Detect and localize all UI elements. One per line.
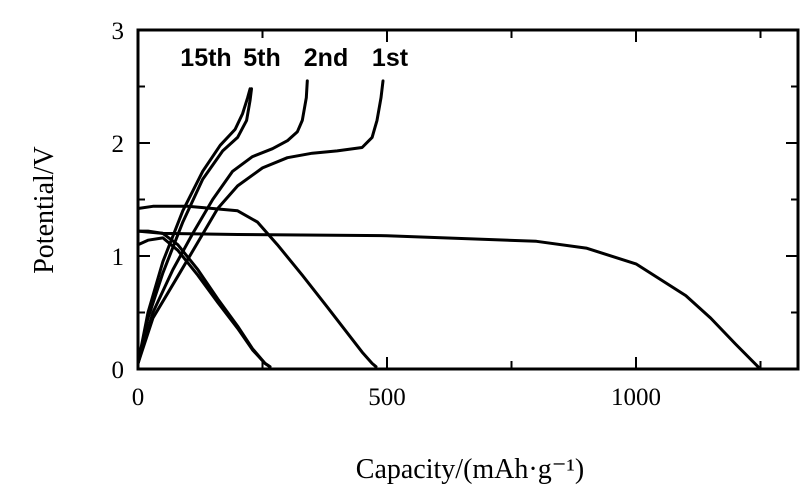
legend-label-1st: 1st [372, 44, 409, 72]
x-axis-title: Capacity/(mAh·g⁻¹) [356, 454, 584, 485]
discharge-curve-15th [136, 236, 272, 369]
x-tick-label: 500 [368, 384, 406, 411]
curves [136, 79, 760, 369]
charge-curve-2nd [136, 79, 309, 365]
y-tick-label: 2 [112, 131, 125, 158]
y-axis-ticks: 0 1 2 3 [112, 18, 798, 384]
legend: 1st 2nd 5th 15th [180, 44, 408, 72]
plot-frame [136, 28, 800, 371]
legend-label-5th: 5th [243, 44, 281, 72]
y-tick-label: 3 [112, 18, 125, 45]
charge-curve-5th [136, 87, 253, 365]
legend-label-15th: 15th [180, 44, 231, 72]
charge-curve-15th [136, 87, 252, 365]
y-tick-label: 0 [112, 357, 125, 384]
discharge-curve-2nd [136, 204, 378, 369]
x-tick-label: 1000 [611, 384, 661, 411]
x-axis-ticks: 0 500 1000 [132, 30, 762, 411]
y-axis-title: Potential/V [29, 146, 60, 274]
x-tick-label: 0 [132, 384, 145, 411]
discharge-curve-1st [136, 229, 760, 369]
y-tick-label: 1 [112, 244, 125, 271]
legend-label-2nd: 2nd [304, 44, 348, 72]
charge-curve-1st [136, 79, 385, 365]
